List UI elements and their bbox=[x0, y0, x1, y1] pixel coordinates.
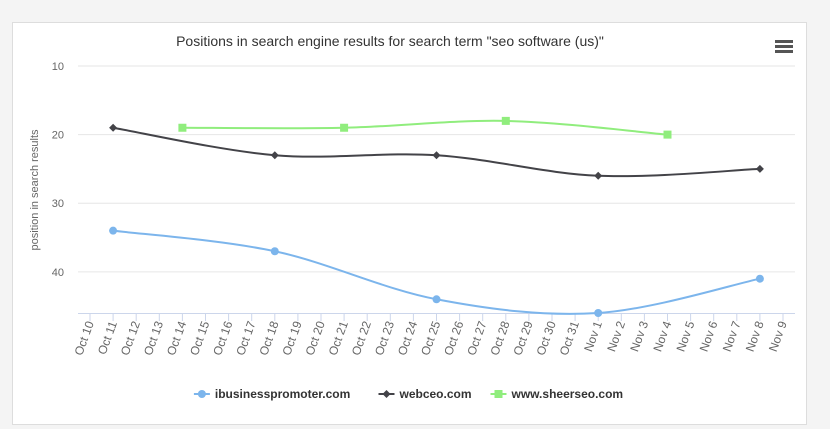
marker bbox=[197, 390, 206, 398]
marker bbox=[663, 130, 672, 139]
marker bbox=[755, 164, 764, 173]
y-tick-label: 20 bbox=[52, 130, 64, 142]
marker bbox=[594, 309, 603, 317]
menu-bar bbox=[775, 50, 793, 53]
marker bbox=[178, 123, 187, 132]
menu-bar bbox=[775, 45, 793, 48]
legend-label: webceo.com bbox=[399, 387, 472, 401]
marker bbox=[109, 226, 118, 235]
legend-item[interactable]: ibusinesspromoter.com bbox=[193, 387, 350, 401]
legend-item[interactable]: www.sheerseo.com bbox=[490, 387, 624, 401]
chart-title: Positions in search engine results for s… bbox=[176, 33, 604, 49]
marker bbox=[755, 274, 764, 283]
marker bbox=[501, 116, 510, 125]
series-line bbox=[182, 119, 668, 136]
y-axis-label: position in search results bbox=[29, 129, 41, 251]
marker bbox=[340, 123, 349, 132]
menu-button[interactable] bbox=[775, 40, 793, 53]
y-tick-label: 10 bbox=[52, 61, 64, 73]
legend-label: ibusinesspromoter.com bbox=[215, 387, 350, 401]
marker bbox=[270, 247, 279, 256]
y-tick-label: 40 bbox=[52, 267, 64, 279]
marker bbox=[494, 390, 503, 398]
marker bbox=[109, 123, 118, 132]
marker bbox=[382, 390, 391, 398]
legend-label: www.sheerseo.com bbox=[511, 387, 624, 401]
legend-item[interactable]: webceo.com bbox=[378, 387, 472, 401]
menu-bar bbox=[775, 40, 793, 43]
marker bbox=[270, 151, 279, 160]
marker bbox=[432, 151, 441, 160]
y-tick-label: 30 bbox=[52, 198, 64, 210]
chart-frame bbox=[12, 22, 807, 425]
marker bbox=[594, 171, 603, 180]
marker bbox=[432, 295, 441, 304]
